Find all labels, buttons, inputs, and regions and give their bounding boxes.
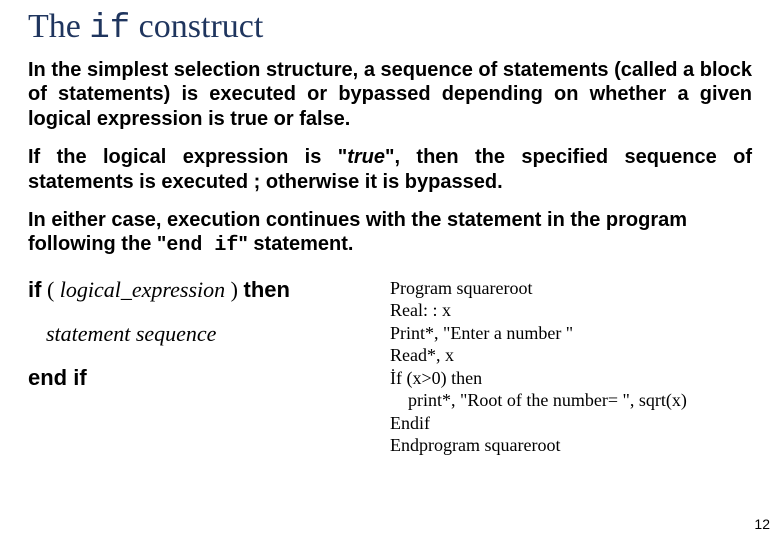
para3-mono: end if [166,234,238,257]
syntax-close: ) [225,277,243,302]
syntax-block: if ( logical_expression ) then statement… [28,277,382,391]
para2-q2: " [385,146,394,168]
title-post: construct [130,8,263,45]
kw-endif: end if [28,365,87,390]
title-pre: The [28,8,89,45]
paragraph-3: In either case, execution continues with… [28,208,752,259]
para3-post: statement. [248,233,354,255]
syntax-line-if: if ( logical_expression ) then [28,277,382,303]
syntax-stmt: statement sequence [46,321,216,346]
para2-italic: true [347,146,385,168]
columns: if ( logical_expression ) then statement… [28,277,752,457]
page-number: 12 [754,516,770,532]
para3-pre: In either case, execution continues with… [28,209,687,255]
paragraph-1: In the simplest selection structure, a s… [28,58,752,131]
slide-title: The if construct [28,8,752,48]
syntax-expr: logical_expression [60,277,225,302]
kw-if: if [28,277,41,302]
para2-q1: " [338,146,347,168]
code-column: Program squareroot Real: : x Print*, "En… [390,277,752,457]
paragraph-2: If the logical expression is "true", the… [28,145,752,194]
title-code: if [89,10,130,48]
para3-q1: " [157,233,166,255]
syntax-open: ( [41,277,59,302]
code-listing: Program squareroot Real: : x Print*, "En… [390,277,752,457]
syntax-line-stmt: statement sequence [28,321,382,347]
para3-q2: " [238,233,247,255]
syntax-column: if ( logical_expression ) then statement… [28,277,390,457]
syntax-line-endif: end if [28,365,382,391]
slide: The if construct In the simplest selecti… [0,0,780,540]
para2-pre: If the logical expression is [28,146,338,168]
kw-then: then [244,277,290,302]
